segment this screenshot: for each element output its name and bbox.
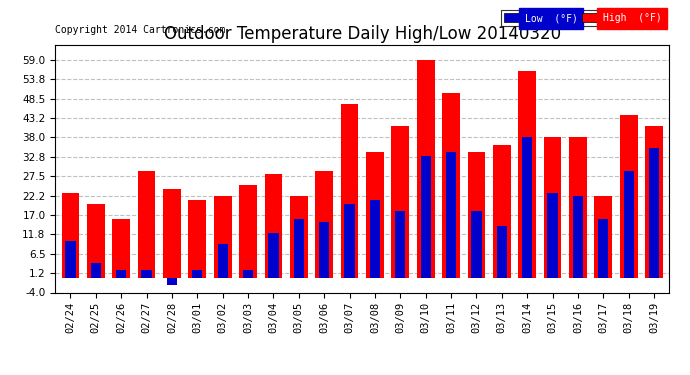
Text: Copyright 2014 Cartronics.com: Copyright 2014 Cartronics.com (55, 25, 226, 35)
Bar (167, 278, 177, 285)
Bar (66, 241, 75, 278)
Bar (391, 126, 409, 278)
Bar (294, 219, 304, 278)
Bar (595, 196, 612, 278)
Bar (217, 244, 228, 278)
Bar (442, 93, 460, 278)
Bar (315, 171, 333, 278)
Bar (446, 152, 456, 278)
Bar (163, 189, 181, 278)
Bar (341, 104, 358, 278)
Bar (395, 211, 406, 278)
Bar (624, 171, 634, 278)
Bar (138, 171, 155, 278)
Bar (116, 270, 126, 278)
Bar (268, 233, 279, 278)
Bar (620, 115, 638, 278)
Bar (188, 200, 206, 278)
Bar (214, 196, 232, 278)
Bar (547, 193, 558, 278)
Bar (370, 200, 380, 278)
Bar (421, 156, 431, 278)
Bar (290, 196, 308, 278)
Bar (497, 226, 507, 278)
Bar (243, 270, 253, 278)
Title: Outdoor Temperature Daily High/Low 20140320: Outdoor Temperature Daily High/Low 20140… (164, 26, 561, 44)
Bar (598, 219, 609, 278)
Bar (90, 263, 101, 278)
Bar (239, 185, 257, 278)
Bar (645, 126, 663, 278)
Bar (573, 196, 583, 278)
Bar (471, 211, 482, 278)
Bar (468, 152, 485, 278)
Bar (344, 204, 355, 278)
Bar (193, 270, 202, 278)
Bar (569, 137, 586, 278)
Bar (264, 174, 282, 278)
Bar (649, 148, 659, 278)
Bar (493, 145, 511, 278)
Bar (544, 137, 562, 278)
Legend: Low  (°F), High  (°F): Low (°F), High (°F) (502, 10, 664, 26)
Bar (319, 222, 329, 278)
Bar (141, 270, 152, 278)
Bar (61, 193, 79, 278)
Bar (417, 60, 435, 278)
Bar (522, 137, 532, 278)
Bar (87, 204, 105, 278)
Bar (112, 219, 130, 278)
Bar (518, 71, 536, 278)
Bar (366, 152, 384, 278)
